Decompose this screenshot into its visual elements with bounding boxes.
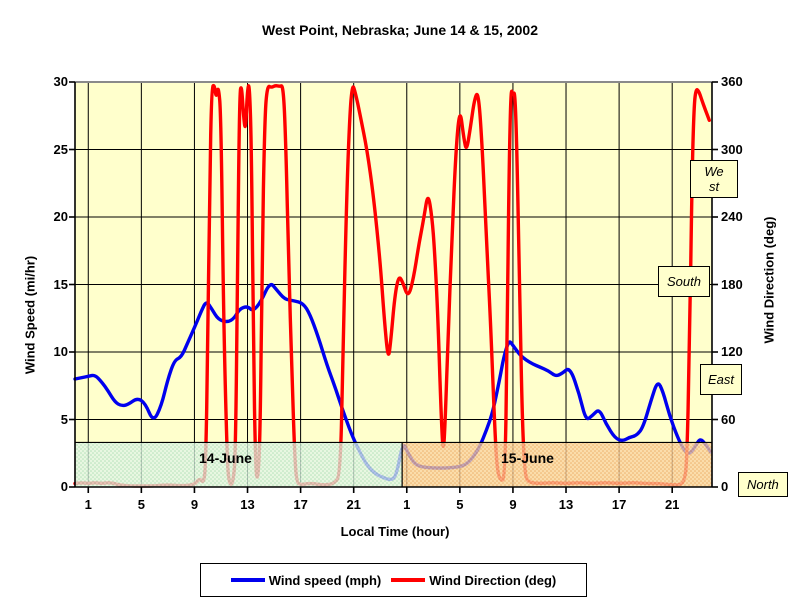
x-axis-title: Local Time (hour) [340, 524, 450, 539]
wind-speed-line-swatch [230, 578, 265, 582]
y-right-tick-label: 300 [721, 141, 743, 157]
x-tick-label: 17 [611, 497, 627, 512]
direction-annotation-east: East [700, 364, 743, 395]
legend-item-wind-direction: Wind Direction (deg) [391, 573, 556, 588]
y-left-tick-label: 15 [53, 276, 68, 292]
y-left-tick-label: 5 [60, 411, 68, 427]
y-right-tick-label: 360 [721, 74, 743, 89]
day-band-15-June [402, 442, 712, 487]
direction-annotation-south: South [658, 266, 710, 297]
direction-annotation-west: West [690, 160, 738, 198]
day-band-14-June [75, 442, 403, 487]
y-right-tick-label: 0 [721, 479, 729, 494]
x-tick-label: 1 [403, 497, 411, 512]
y-right-tick-label: 240 [721, 209, 743, 224]
legend-label-wind-speed: Wind speed (mph) [268, 572, 382, 588]
y-right-tick-label: 60 [721, 411, 736, 427]
x-tick-label: 17 [293, 497, 308, 512]
x-tick-label: 9 [190, 497, 199, 512]
x-tick-label: 21 [664, 497, 680, 512]
chart-title: West Point, Nebraska; June 14 & 15, 2002 [262, 22, 538, 38]
y-left-tick-label: 20 [53, 209, 68, 224]
x-tick-label: 9 [509, 497, 517, 512]
x-tick-label: 5 [456, 497, 464, 512]
legend-label-wind-direction: Wind Direction (deg) [429, 572, 557, 588]
legend: Wind speed (mph) Wind Direction (deg) [200, 563, 587, 597]
day-band-label-june15: 15-June [501, 450, 554, 466]
x-tick-label: 13 [558, 497, 574, 512]
legend-item-wind-speed: Wind speed (mph) [230, 572, 382, 588]
y-left-tick-label: 25 [53, 141, 68, 157]
direction-annotation-north: North [738, 472, 788, 497]
x-tick-label: 21 [346, 497, 361, 512]
y-right-tick-label: 180 [721, 276, 743, 292]
y-right-tick-label: 120 [721, 344, 743, 359]
y-left-tick-label: 10 [53, 344, 68, 359]
day-band-label-june14: 14-June [199, 450, 252, 466]
x-tick-label: 5 [137, 497, 145, 512]
wind-direction-line-swatch [391, 578, 426, 582]
x-tick-label: 13 [240, 497, 255, 512]
y-left-tick-label: 0 [60, 479, 68, 494]
x-tick-label: 1 [84, 497, 92, 512]
y-left-tick-label: 30 [53, 74, 68, 89]
